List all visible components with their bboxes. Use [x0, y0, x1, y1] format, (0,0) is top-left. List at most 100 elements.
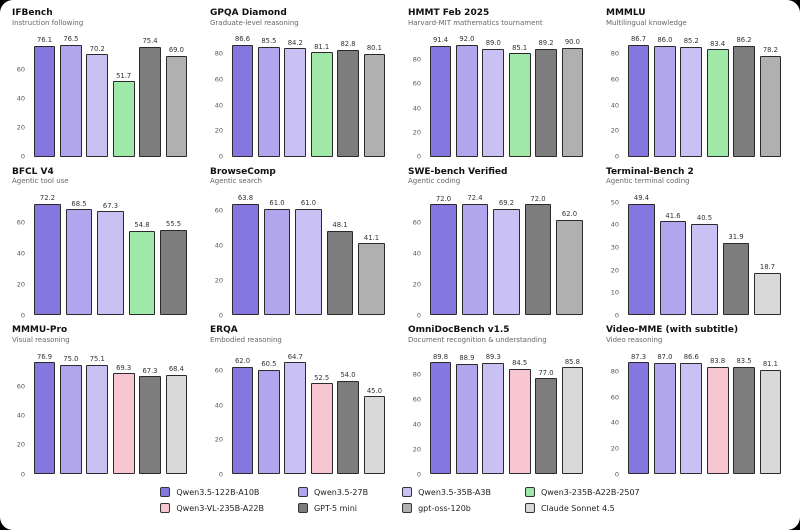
bar-value-label: 75.1 — [89, 355, 105, 364]
y-axis-tick-label: 0 — [416, 311, 421, 320]
bar-qwen3-5-27b — [659, 221, 686, 316]
y-axis-tick-label: 40 — [610, 100, 619, 109]
bar-gpt-5-mini — [524, 204, 551, 316]
bar-qwen3-5-122b-a10b — [429, 362, 452, 474]
y-axis-tick-label: 40 — [214, 400, 223, 409]
bar-group-gpt-5-mini: 48.1 — [326, 189, 353, 316]
bar-value-label: 88.9 — [459, 353, 475, 362]
bars-group: 49.4 41.6 40.5 31.9 18.7 — [623, 189, 786, 316]
bar-group-qwen3-235b-a22b-2507: 54.8 — [128, 189, 155, 316]
bar-group-gpt-5-mini: 72.0 — [524, 189, 551, 316]
bar-qwen3-5-35b-a3b — [691, 223, 718, 316]
bar-group-qwen3-5-35b-a3b: 70.2 — [86, 31, 109, 157]
bar-value-label: 89.0 — [485, 38, 501, 47]
bar-value-label: 87.3 — [630, 352, 647, 361]
bar-claude-sonnet-4-5 — [165, 374, 188, 474]
legend-swatch — [160, 503, 171, 513]
bar-qwen3-235b-a22b-2507 — [508, 53, 531, 157]
bar-group-qwen3-5-27b: 60.5 — [258, 348, 280, 474]
bar-qwen3-5-27b — [456, 363, 478, 474]
bar-value-label: 77.0 — [538, 368, 554, 377]
bar-group-gpt-5-mini: 54.0 — [337, 348, 359, 474]
chart-plot-area: 0 20 40 60 76.9 75.0 75.1 69.3 67.3 68.4 — [17, 348, 192, 477]
y-axis-tick-label: 20 — [16, 440, 25, 449]
benchmark-chart-swe-bench-verified: SWE-bench Verified Agentic coding 0 20 40 60 7… — [408, 167, 590, 320]
bar-value-label: 86.0 — [657, 36, 673, 45]
bar-value-label: 69.3 — [116, 363, 132, 372]
bar-gpt-oss-120b — [556, 219, 583, 316]
charts-grid: IFBench Instruction following 0 20 40 60 76.1 7… — [12, 8, 788, 478]
y-axis-tick-label: 0 — [614, 311, 619, 320]
y-axis-tick-label: 20 — [214, 126, 223, 135]
bar-qwen3-5-27b — [654, 46, 676, 157]
legend-swatch — [524, 487, 535, 497]
y-axis-tick-label: 0 — [218, 311, 223, 320]
y-axis-tick-label: 0 — [20, 152, 25, 161]
bar-group-qwen3-5-122b-a10b: 63.8 — [232, 189, 259, 316]
bar-qwen3-5-35b-a3b — [284, 48, 307, 157]
chart-subtitle: Instruction following — [12, 18, 84, 27]
bar-qwen3-5-35b-a3b — [680, 47, 703, 157]
bars-group: 76.9 75.0 75.1 69.3 67.3 68.4 — [29, 348, 192, 474]
bar-value-label: 87.0 — [657, 352, 673, 361]
legend-swatch — [524, 503, 535, 513]
chart-plot-area: 0 20 40 60 80 87.3 87.0 86.6 83.8 83.5 81.1 — [611, 348, 786, 477]
y-axis-tick-label: 40 — [610, 418, 619, 427]
bar-value-label: 89.3 — [485, 353, 501, 362]
chart-title: Video-MME (with subtitle) — [606, 325, 739, 336]
y-axis-tick-label: 20 — [610, 126, 619, 135]
bar-gpt-5-mini — [326, 231, 353, 316]
bar-group-qwen3-5-27b: 87.0 — [654, 348, 676, 474]
bar-value-label: 41.6 — [665, 211, 681, 220]
legend-item-qwen3-5-27b: Qwen3.5-27B — [297, 487, 368, 497]
chart-title: Terminal-Bench 2 — [606, 166, 694, 177]
bar-qwen3-5-122b-a10b — [33, 45, 56, 157]
bar-value-label: 83.8 — [710, 357, 726, 366]
bar-group-qwen3-5-35b-a3b: 64.7 — [284, 348, 307, 474]
bar-value-label: 92.0 — [459, 35, 475, 44]
chart-subtitle: Embodied reasoning — [210, 336, 282, 345]
benchmark-chart-omnidocbench-v1-5: OmniDocBench v1.5 Document recognition & … — [408, 325, 590, 478]
bar-qwen3-5-35b-a3b — [493, 208, 520, 316]
bar-value-label: 83.4 — [710, 39, 726, 48]
y-axis-tick-label: 60 — [610, 393, 619, 402]
bar-qwen3-235b-a22b-2507 — [706, 49, 729, 157]
bar-value-label: 90.0 — [564, 37, 580, 46]
y-axis-tick-label: 60 — [214, 206, 223, 215]
benchmark-chart-bfcl-v4: BFCL V4 Agentic tool use 0 20 40 60 72.2 68.5 67… — [12, 167, 194, 320]
bar-group-qwen3-5-122b-a10b: 91.4 — [429, 31, 452, 157]
chart-plot-area: 0 20 40 60 76.1 76.5 70.2 51.7 75.4 69.0 — [17, 31, 192, 159]
y-axis-tick-label: 0 — [218, 152, 223, 161]
chart-title: SWE-bench Verified — [408, 166, 508, 177]
legend-item-claude-sonnet-4-5: Claude Sonnet 4.5 — [524, 503, 640, 513]
y-axis-tick-label: 40 — [16, 94, 25, 103]
legend-label: gpt-oss-120b — [418, 503, 471, 513]
benchmark-chart-mmmlu: MMMLU Multilingual knowledge 0 20 40 60 80 86.7… — [606, 8, 788, 161]
bar-group-qwen3-5-27b: 85.5 — [258, 31, 280, 157]
chart-subtitle: Agentic terminal coding — [606, 177, 690, 186]
bar-qwen3-5-27b — [60, 45, 82, 157]
legend-label: Qwen3-235B-A22B-2507 — [540, 487, 640, 497]
bar-value-label: 85.2 — [683, 37, 699, 46]
y-axis-tick-label: 40 — [412, 249, 421, 258]
bar-value-label: 60.5 — [261, 359, 277, 368]
bar-group-qwen3-5-122b-a10b: 72.2 — [34, 189, 61, 316]
bar-value-label: 84.2 — [287, 38, 303, 47]
y-axis-tick-label: 40 — [16, 249, 25, 258]
legend-swatch — [297, 503, 308, 513]
chart-subtitle: Agentic search — [210, 177, 262, 186]
bar-group-gpt-oss-120b: 69.0 — [165, 31, 188, 157]
y-axis-tick-label: 20 — [16, 123, 25, 132]
bar-value-label: 86.7 — [630, 35, 647, 44]
bar-value-label: 63.8 — [237, 193, 254, 202]
legend-item-gpt-oss-120b: gpt-oss-120b — [402, 503, 491, 513]
legend-item-qwen3-5-35b-a3b: Qwen3.5-35B-A3B — [402, 487, 491, 497]
bar-value-label: 31.9 — [728, 233, 744, 242]
bar-gpt-oss-120b — [165, 56, 188, 157]
bar-qwen3-5-27b — [456, 45, 478, 157]
bar-group-gpt-oss-120b: 78.2 — [759, 31, 782, 157]
y-axis-tick-label: 80 — [412, 55, 421, 64]
bar-value-label: 62.0 — [234, 357, 251, 366]
bar-group-qwen3-5-27b: 88.9 — [456, 348, 478, 474]
bar-qwen3-5-35b-a3b — [680, 363, 703, 474]
